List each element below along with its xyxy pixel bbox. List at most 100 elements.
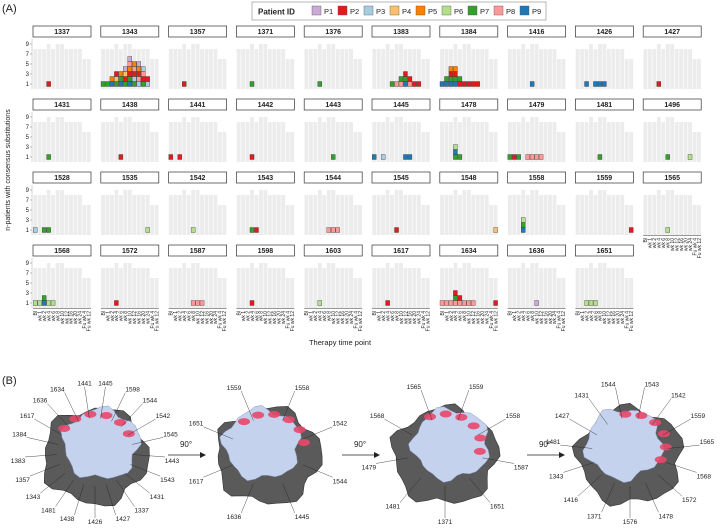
leader-line xyxy=(130,464,161,477)
sampled-bar xyxy=(539,268,543,308)
facet-label: 1357 xyxy=(190,29,206,36)
surface-patch xyxy=(635,412,648,420)
cell xyxy=(448,81,454,87)
sampled-bar xyxy=(697,59,701,89)
sampled-bar xyxy=(589,117,593,162)
sampled-bar xyxy=(154,278,159,308)
residue-label: 1634 xyxy=(50,387,65,394)
cell xyxy=(127,71,133,77)
sampled-bar xyxy=(37,195,42,235)
residue-label: 1481 xyxy=(41,508,56,515)
sampled-bar xyxy=(697,132,701,162)
cell xyxy=(335,227,340,233)
x-tick-label: wk 2 xyxy=(42,311,48,322)
leader-line xyxy=(666,462,697,473)
sampled-bar xyxy=(453,190,458,235)
sampled-bar xyxy=(33,195,38,235)
x-tick-label: wk 2 xyxy=(652,238,658,249)
sampled-bar xyxy=(141,195,146,235)
sampled-bar xyxy=(276,195,281,235)
x-tick-label: Fu wk 12 xyxy=(697,238,703,259)
cell xyxy=(448,76,454,82)
surface-patch xyxy=(238,418,251,426)
sampled-bar xyxy=(272,122,277,162)
sampled-bar xyxy=(285,278,290,308)
sampled-bar xyxy=(317,263,322,308)
sampled-bar xyxy=(86,278,91,308)
cell xyxy=(593,300,598,306)
sampled-bar xyxy=(132,122,137,162)
x-tick-label: wk 20 xyxy=(616,311,622,324)
x-tick-label: wk 4 xyxy=(250,311,256,322)
x-tick-label: wk 20 xyxy=(141,311,147,324)
x-tick-label: wk 10 xyxy=(60,311,66,324)
sampled-bar xyxy=(372,122,377,162)
x-tick-label: wk 20 xyxy=(480,311,486,324)
facet-label: 1651 xyxy=(597,248,613,255)
surface-patch xyxy=(252,411,265,419)
sampled-bar xyxy=(308,268,313,308)
x-tick-label: wk 4 xyxy=(657,238,663,249)
sampled-bar xyxy=(154,205,159,235)
cell xyxy=(140,81,146,87)
residue-label: 1542 xyxy=(333,421,348,428)
residue-label: 1443 xyxy=(165,458,180,465)
sampled-bar xyxy=(259,263,263,308)
residue-label: 1426 xyxy=(88,519,103,526)
facet-strip xyxy=(303,244,363,257)
sampled-bar xyxy=(118,49,123,89)
leader-line xyxy=(282,390,295,421)
sampled-bar xyxy=(629,132,634,162)
cell xyxy=(41,295,47,301)
sampled-bar xyxy=(42,195,47,235)
sampled-bar xyxy=(55,44,60,89)
sampled-bar xyxy=(344,49,349,89)
x-tick-label: wk 12 xyxy=(335,311,341,324)
x-tick-label: wk 12 xyxy=(403,311,409,324)
facet-label: 1443 xyxy=(325,102,341,109)
sampled-bar xyxy=(593,49,598,89)
sampled-bar xyxy=(381,195,386,235)
x-tick-label: wk 10 xyxy=(670,238,676,251)
cell xyxy=(118,71,124,77)
sampled-bar xyxy=(598,263,602,308)
sampled-bar xyxy=(245,268,250,308)
sampled-bar xyxy=(425,278,430,308)
sampled-bar xyxy=(484,195,489,235)
sampled-bar xyxy=(403,268,408,308)
sampled-bar xyxy=(403,195,408,235)
sampled-bar xyxy=(145,122,150,162)
cell xyxy=(123,81,128,87)
x-tick-label: wk 8 xyxy=(123,311,129,322)
sampled-bar xyxy=(46,117,51,162)
sampled-bar xyxy=(444,195,449,235)
residue-label: 1542 xyxy=(671,393,686,400)
y-tick-label: 7 xyxy=(26,125,30,131)
sampled-bar xyxy=(412,122,417,162)
sampled-bar xyxy=(462,190,467,235)
cell xyxy=(453,290,458,296)
arrow-head xyxy=(200,452,206,458)
leader-line xyxy=(645,482,659,513)
sampled-bar xyxy=(480,268,485,308)
sampled-bar xyxy=(127,263,132,308)
structure-views: 1445159815441542154514431543143113371427… xyxy=(11,381,715,526)
sampled-bar xyxy=(652,122,657,162)
sampled-bar xyxy=(340,122,345,162)
sampled-bar xyxy=(580,268,585,308)
x-tick-label: wk 2 xyxy=(245,311,251,322)
cell xyxy=(100,81,106,87)
sampled-bar xyxy=(168,195,173,235)
sampled-bar xyxy=(376,122,381,162)
residue-label: 1431 xyxy=(150,494,165,501)
facet-strip xyxy=(100,171,160,184)
facet-label: 1542 xyxy=(190,175,206,182)
sampled-bar xyxy=(692,59,697,89)
leader-line xyxy=(106,484,116,516)
cell xyxy=(656,81,662,87)
surface-patch xyxy=(268,410,281,418)
sampled-bar xyxy=(440,195,444,235)
facet-strip xyxy=(371,98,431,111)
cell xyxy=(168,154,174,160)
sampled-bar xyxy=(51,195,56,235)
